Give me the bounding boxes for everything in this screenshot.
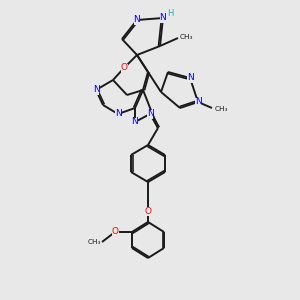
Text: N: N (160, 14, 167, 22)
Text: N: N (195, 98, 201, 106)
Text: O: O (112, 227, 118, 236)
Text: N: N (115, 110, 122, 118)
Text: N: N (187, 74, 194, 82)
Text: CH₃: CH₃ (87, 239, 101, 245)
Text: N: N (93, 85, 99, 94)
Text: N: N (147, 110, 153, 118)
Text: N: N (134, 16, 140, 25)
Text: CH₃: CH₃ (214, 106, 228, 112)
Text: N: N (132, 118, 138, 127)
Text: H: H (167, 8, 173, 17)
Text: CH₃: CH₃ (179, 34, 193, 40)
Text: O: O (121, 64, 128, 73)
Text: O: O (145, 206, 152, 215)
